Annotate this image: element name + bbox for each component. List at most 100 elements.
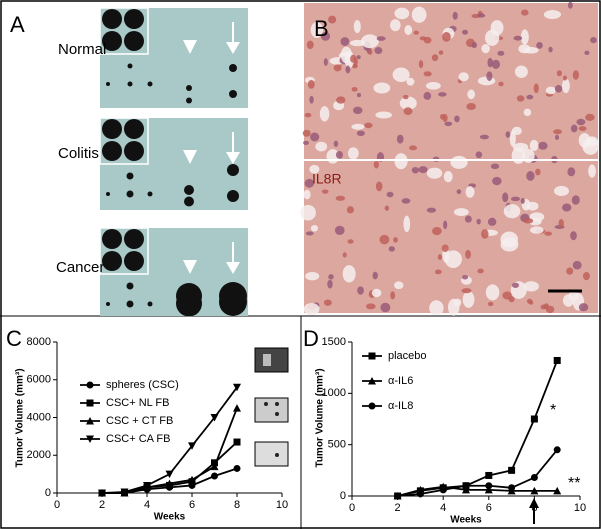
nucleus bbox=[304, 178, 315, 188]
lumen bbox=[453, 208, 469, 217]
nucleus bbox=[578, 126, 587, 131]
nucleus bbox=[434, 269, 442, 275]
legend-label: CSC+ NL FB bbox=[106, 397, 169, 409]
nucleus bbox=[456, 189, 462, 195]
spot bbox=[127, 81, 133, 87]
nucleus bbox=[567, 167, 576, 177]
marker bbox=[485, 471, 493, 479]
arrowhead bbox=[226, 262, 240, 274]
nucleus bbox=[409, 145, 417, 151]
lumen bbox=[360, 34, 379, 49]
nucleus bbox=[443, 220, 448, 230]
lumen bbox=[454, 298, 462, 307]
spot bbox=[106, 302, 110, 306]
y-axis-title: Tumor Volume (mm³) bbox=[15, 368, 26, 467]
nucleus bbox=[356, 130, 365, 137]
spot bbox=[102, 229, 122, 249]
lumen bbox=[347, 147, 359, 160]
x-axis-title: Weeks bbox=[450, 515, 482, 526]
spot bbox=[184, 185, 194, 195]
nucleus bbox=[466, 102, 476, 111]
nucleus bbox=[353, 106, 363, 115]
marker bbox=[210, 414, 219, 422]
nucleus bbox=[454, 115, 460, 123]
nucleus bbox=[578, 303, 589, 312]
series-line bbox=[397, 360, 559, 497]
nucleus bbox=[536, 41, 543, 49]
marker bbox=[233, 464, 241, 472]
nucleus bbox=[523, 218, 534, 224]
marker bbox=[530, 474, 538, 482]
nucleus bbox=[544, 231, 553, 236]
marker bbox=[394, 492, 402, 500]
nucleus bbox=[328, 15, 337, 24]
nucleus bbox=[502, 192, 509, 203]
blot-images bbox=[99, 7, 248, 317]
nucleus bbox=[396, 134, 404, 144]
y-tick-label: 500 bbox=[328, 439, 346, 451]
nucleus bbox=[584, 50, 590, 56]
nucleus bbox=[585, 113, 595, 121]
nucleus bbox=[561, 203, 572, 212]
nucleus bbox=[411, 166, 419, 174]
lumen bbox=[545, 86, 556, 95]
spot bbox=[102, 9, 122, 29]
nucleus bbox=[511, 282, 520, 288]
nucleus bbox=[438, 50, 444, 55]
nucleus bbox=[334, 225, 345, 235]
marker bbox=[98, 489, 106, 497]
marker bbox=[233, 438, 241, 446]
nucleus bbox=[364, 122, 373, 129]
legend-label: α-IL6 bbox=[388, 375, 413, 387]
nucleus bbox=[465, 249, 471, 259]
lumen bbox=[390, 19, 401, 32]
lumen bbox=[462, 291, 475, 308]
marker bbox=[416, 490, 424, 498]
spot bbox=[102, 31, 122, 51]
spot bbox=[176, 290, 202, 317]
lumen bbox=[305, 271, 320, 281]
nucleus bbox=[384, 205, 390, 211]
nucleus bbox=[566, 267, 574, 275]
nucleus bbox=[323, 299, 332, 306]
nucleus bbox=[444, 121, 453, 127]
marker bbox=[484, 485, 493, 494]
nucleus bbox=[475, 151, 483, 159]
series-line bbox=[397, 449, 558, 497]
spot bbox=[126, 300, 134, 308]
spot bbox=[229, 64, 237, 72]
lumen bbox=[394, 7, 410, 20]
spot bbox=[147, 301, 153, 307]
lumen bbox=[310, 224, 319, 232]
lumen bbox=[529, 139, 539, 152]
nucleus bbox=[554, 85, 563, 93]
nucleus bbox=[554, 134, 560, 140]
nucleus bbox=[570, 231, 577, 241]
nucleus bbox=[510, 196, 521, 202]
nucleus bbox=[426, 207, 437, 213]
nucleus bbox=[590, 36, 597, 44]
nucleus bbox=[310, 132, 320, 142]
lumen bbox=[523, 108, 532, 117]
nucleus bbox=[320, 31, 331, 41]
marker bbox=[553, 486, 562, 495]
y-tick-label: 2000 bbox=[27, 449, 51, 461]
nucleus bbox=[487, 301, 494, 307]
nucleus bbox=[333, 140, 339, 147]
lumen bbox=[484, 29, 500, 46]
histology-texture bbox=[300, 1, 599, 316]
nucleus bbox=[533, 83, 539, 94]
nucleus bbox=[413, 30, 419, 35]
annotation: ** bbox=[568, 475, 580, 492]
spot bbox=[106, 192, 110, 196]
lumen bbox=[503, 204, 521, 219]
nucleus bbox=[540, 304, 547, 310]
nucleus bbox=[431, 54, 439, 62]
lumen bbox=[553, 185, 569, 197]
legend-marker bbox=[86, 381, 94, 389]
spot bbox=[184, 196, 194, 207]
nucleus bbox=[452, 11, 458, 20]
lumen bbox=[529, 212, 545, 222]
nucleus bbox=[372, 271, 378, 280]
